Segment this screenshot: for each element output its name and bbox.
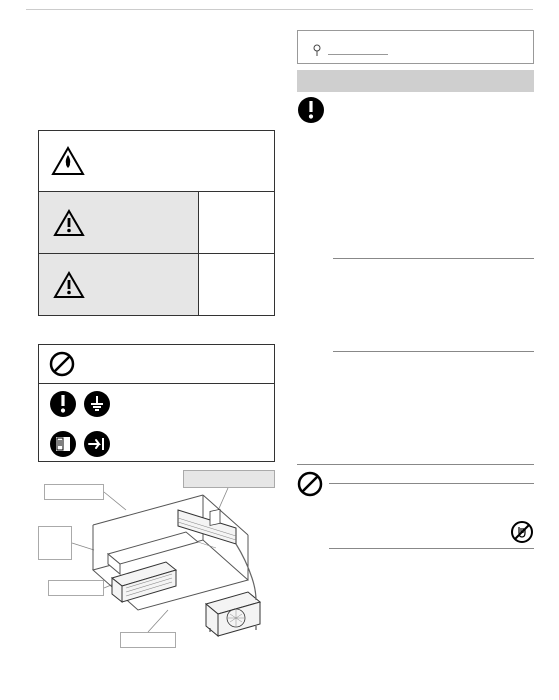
installation-diagram (38, 470, 275, 660)
divider-2 (333, 351, 534, 352)
paragraph-2 (333, 263, 534, 343)
paragraph-5 (329, 553, 534, 593)
ground-icon (83, 390, 111, 418)
top-rule (26, 9, 533, 10)
hazard-caution-right (199, 254, 274, 315)
divider-1 (333, 258, 534, 259)
hazard-table (38, 130, 275, 316)
paragraph-1 (333, 96, 534, 246)
hazard-caution-left (39, 254, 199, 315)
page (0, 0, 559, 700)
no-touch-icon (510, 520, 534, 544)
divider-4 (329, 483, 534, 484)
prohibit-icon (49, 351, 75, 377)
symbols-row-prohibit (39, 345, 274, 383)
hazard-row-warning (39, 191, 274, 253)
diagram-svg (38, 470, 275, 660)
prohibit-icon (297, 471, 323, 497)
disconnect-power-icon (83, 430, 111, 458)
note-box (297, 30, 534, 64)
paragraph-4 (329, 488, 534, 512)
note-pin-icon (310, 43, 324, 57)
right-content (297, 96, 534, 601)
warning-triangle-icon (53, 271, 85, 299)
warning-triangle-icon (53, 209, 85, 237)
mandatory-exclaim-icon (297, 96, 325, 254)
mandatory-exclaim-icon (49, 390, 77, 418)
divider-5 (329, 548, 534, 549)
right-column (297, 30, 534, 601)
warning-heading-bar (297, 70, 534, 92)
symbols-table (38, 344, 275, 462)
hazard-warning-right (199, 192, 274, 253)
flame-triangle-icon (51, 146, 85, 176)
hazard-row-caution (39, 253, 274, 315)
read-manual-icon (49, 430, 77, 458)
symbols-row-mandatory (39, 383, 274, 461)
paragraph-3 (333, 356, 534, 456)
left-column (38, 30, 275, 660)
hazard-row-flammable (39, 131, 274, 191)
hazard-warning-left (39, 192, 199, 253)
note-underline (328, 54, 388, 55)
prohibit-section (297, 471, 534, 601)
divider-3 (297, 464, 534, 465)
